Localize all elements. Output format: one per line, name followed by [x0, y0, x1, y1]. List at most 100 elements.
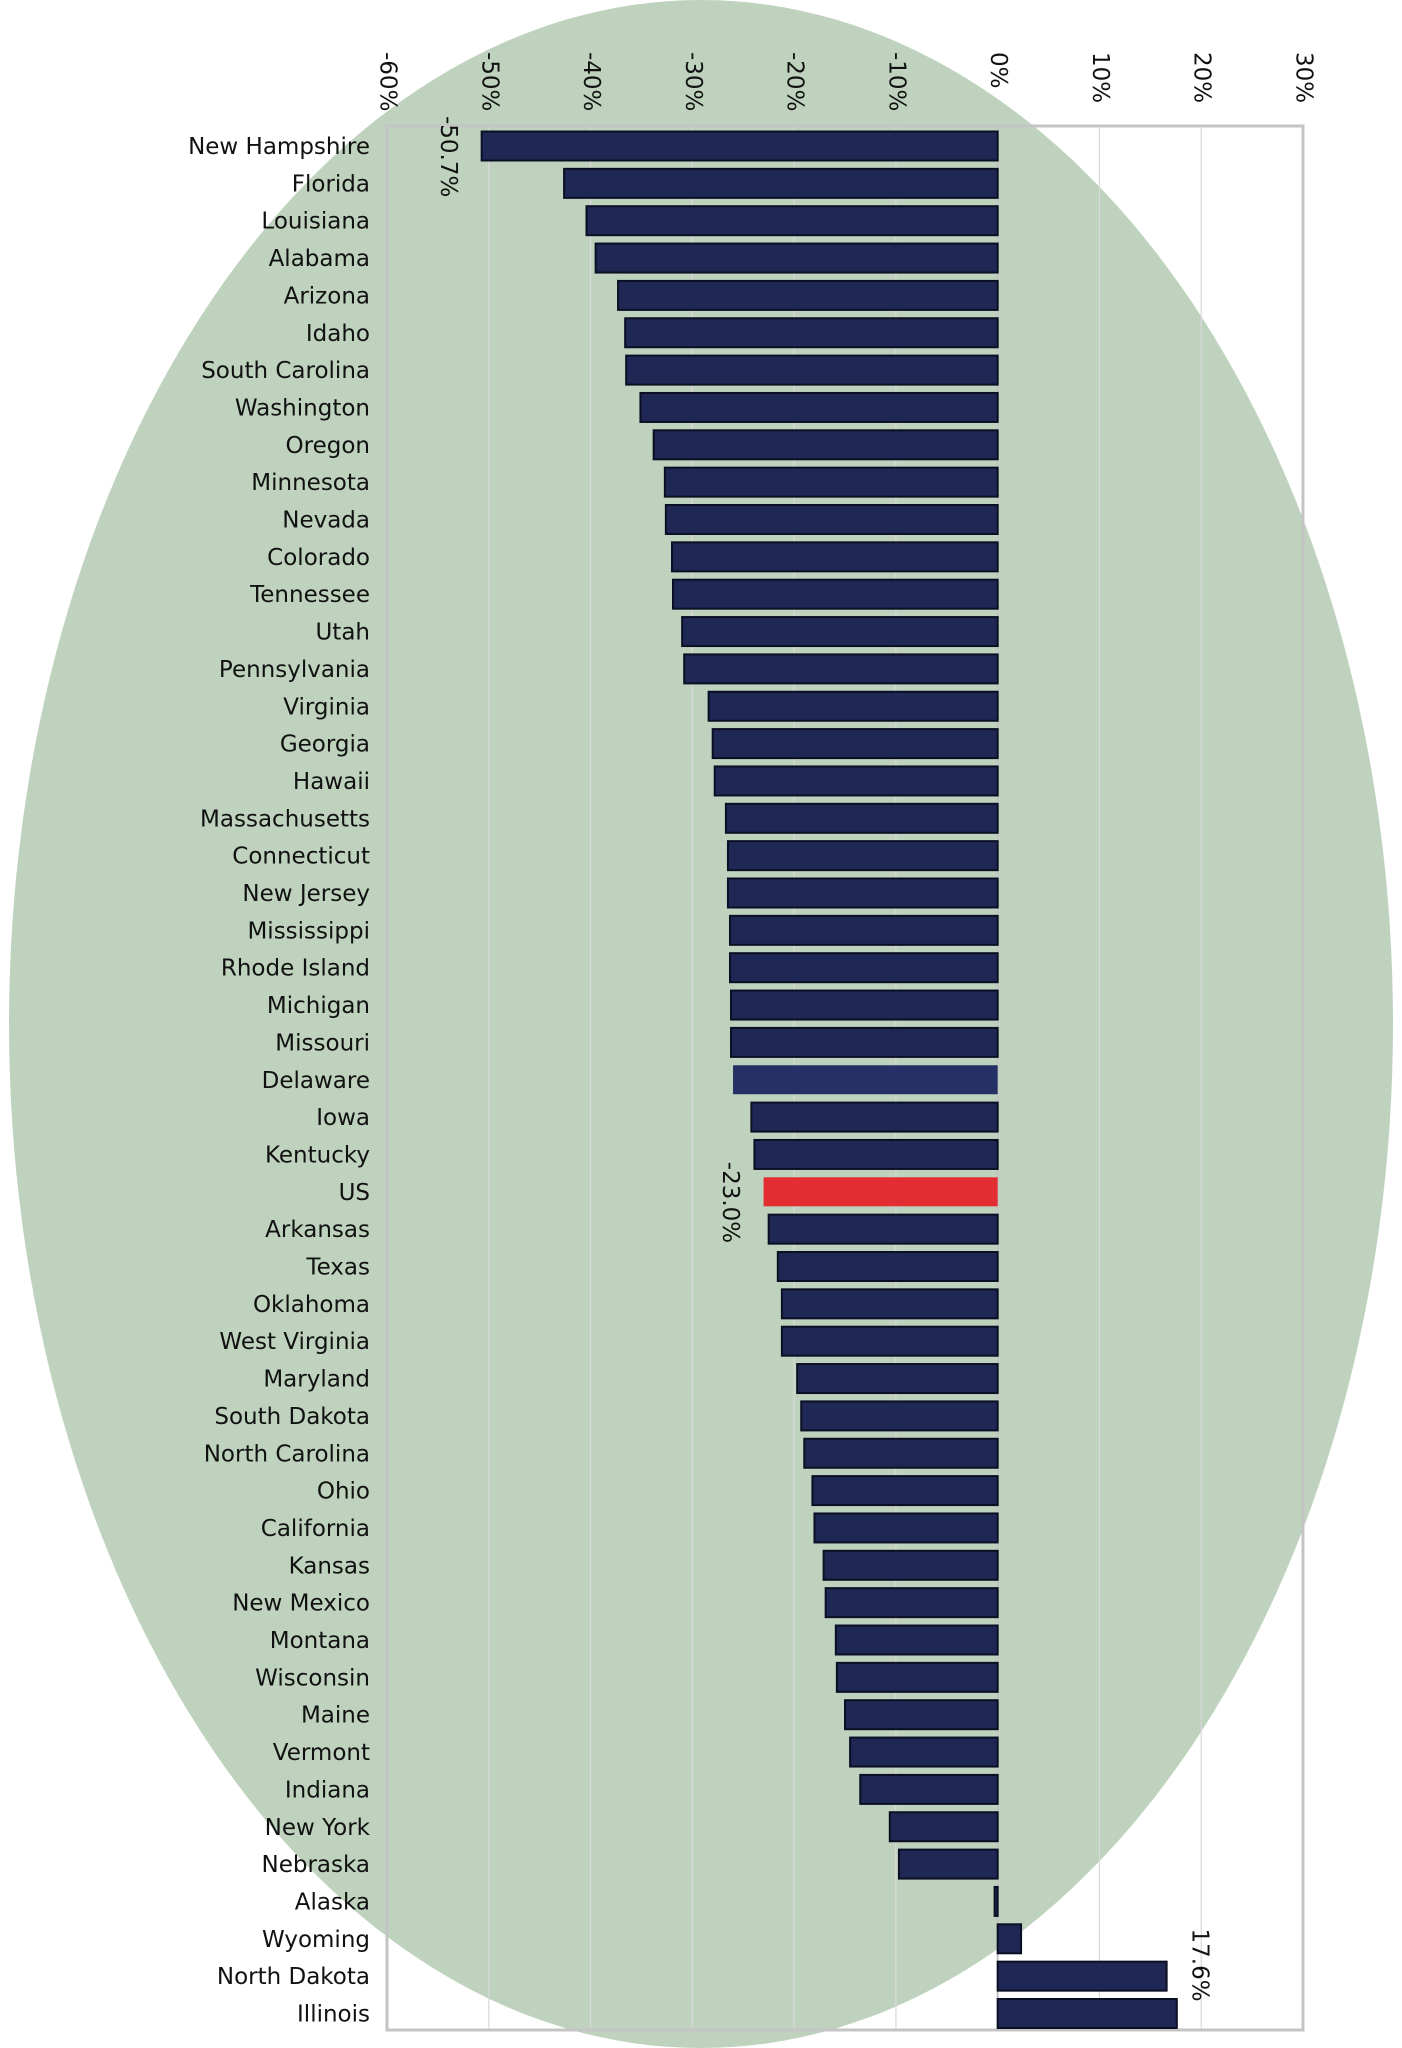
bar-pennsylvania — [683, 653, 999, 685]
bar-montana — [834, 1624, 999, 1656]
data-labels: -50.7% -23.0% 17.6% — [435, 116, 1212, 2002]
category-label: Pennsylvania — [219, 657, 370, 683]
category-label: Michigan — [267, 993, 370, 1019]
category-label: Wisconsin — [255, 1665, 370, 1691]
bar-us — [763, 1177, 998, 1207]
bar-nebraska — [897, 1848, 999, 1880]
category-label: New York — [265, 1815, 371, 1841]
bar-south-dakota — [800, 1400, 999, 1432]
category-label: South Dakota — [214, 1404, 370, 1430]
bar-massachusetts — [724, 802, 999, 834]
bar-alaska — [993, 1885, 999, 1917]
bar-vermont — [849, 1736, 999, 1768]
category-label: Arizona — [284, 283, 370, 309]
category-label: Colorado — [267, 545, 370, 571]
bar-georgia — [711, 728, 999, 760]
category-label: Florida — [292, 171, 370, 197]
bar-new-mexico — [824, 1587, 999, 1619]
bar-oklahoma — [780, 1288, 999, 1320]
category-label: Wyoming — [262, 1927, 370, 1953]
data-label: -50.7% — [435, 116, 461, 197]
bar-missouri — [730, 1026, 999, 1058]
x-tick-label: 20% — [1189, 52, 1215, 103]
category-label: Montana — [270, 1628, 370, 1654]
x-tick-label: 0% — [985, 52, 1011, 89]
bar-kentucky — [753, 1138, 999, 1170]
category-label: Utah — [315, 620, 370, 646]
data-label: -23.0% — [717, 1162, 743, 1243]
bar-california — [813, 1512, 999, 1544]
category-label: North Dakota — [217, 1964, 370, 1990]
x-tick-labels: -60% -50% -40% -30% -20% -10% 0% 10% 20% 30% — [375, 52, 1317, 111]
x-tick-label: -60% — [375, 52, 401, 111]
category-label: Maryland — [263, 1367, 370, 1393]
category-label: Louisiana — [261, 209, 370, 235]
bar-north-dakota — [996, 1960, 1168, 1992]
category-label: Kansas — [289, 1553, 370, 1579]
background-ellipse — [9, 0, 1393, 2048]
bar-texas — [776, 1251, 999, 1282]
category-label: Mississippi — [247, 918, 370, 944]
bar-maine — [844, 1699, 999, 1731]
bar-hawaii — [713, 765, 999, 797]
category-label: Oklahoma — [253, 1292, 370, 1318]
category-label: Texas — [305, 1255, 370, 1281]
bar-virginia — [707, 690, 999, 722]
bar-south-carolina — [625, 354, 999, 386]
bar-north-carolina — [803, 1437, 999, 1469]
category-label: Georgia — [280, 732, 370, 758]
category-label: Nevada — [282, 508, 370, 534]
category-label: California — [261, 1516, 370, 1542]
bar-louisiana — [585, 205, 999, 237]
bar-tennessee — [671, 578, 999, 610]
category-label: Tennessee — [249, 582, 370, 608]
bar-delaware — [733, 1065, 998, 1095]
category-label: Hawaii — [293, 769, 370, 795]
bar-connecticut — [726, 840, 999, 872]
category-label: West Virginia — [219, 1329, 370, 1355]
bar-oregon — [652, 429, 999, 461]
category-label: Vermont — [273, 1740, 370, 1766]
bar-new-york — [888, 1811, 999, 1843]
bar-idaho — [624, 317, 999, 349]
bars — [480, 130, 1178, 2029]
category-label: Virginia — [283, 694, 370, 720]
category-label: Ohio — [317, 1479, 370, 1505]
bar-michigan — [730, 989, 999, 1021]
bar-wisconsin — [835, 1661, 999, 1693]
category-label: Alabama — [269, 246, 370, 272]
bar-wyoming — [996, 1923, 1023, 1955]
category-label: Iowa — [316, 1105, 370, 1131]
bar-maryland — [796, 1363, 999, 1395]
bar-arkansas — [767, 1213, 999, 1245]
x-tick-label: 30% — [1291, 52, 1317, 103]
bar-florida — [563, 167, 999, 199]
bar-kansas — [822, 1549, 999, 1581]
category-label: New Hampshire — [188, 134, 370, 160]
category-label: Illinois — [297, 2002, 370, 2028]
category-label: New Jersey — [242, 881, 370, 907]
x-tick-label: -30% — [680, 52, 706, 111]
category-label: North Carolina — [204, 1441, 370, 1467]
category-label: Minnesota — [251, 470, 370, 496]
bar-west-virginia — [780, 1325, 999, 1357]
bar-iowa — [750, 1101, 999, 1133]
bar-nevada — [664, 504, 999, 535]
bar-utah — [681, 616, 999, 648]
category-label: Maine — [301, 1703, 370, 1729]
bar-illinois — [996, 1998, 1178, 2029]
bar-new-jersey — [726, 877, 999, 909]
category-label: Oregon — [286, 433, 370, 459]
data-label: 17.6% — [1186, 1929, 1212, 2002]
x-tick-label: -10% — [883, 52, 909, 111]
category-label: US — [339, 1180, 370, 1206]
category-label: Idaho — [306, 321, 370, 347]
bar-arizona — [617, 279, 999, 311]
category-label: Massachusetts — [200, 806, 370, 832]
x-tick-label: -20% — [782, 52, 808, 111]
category-label: Connecticut — [232, 844, 370, 870]
category-label: South Carolina — [201, 358, 370, 384]
plot-frame — [385, 124, 1305, 2032]
bar-colorado — [670, 541, 999, 573]
